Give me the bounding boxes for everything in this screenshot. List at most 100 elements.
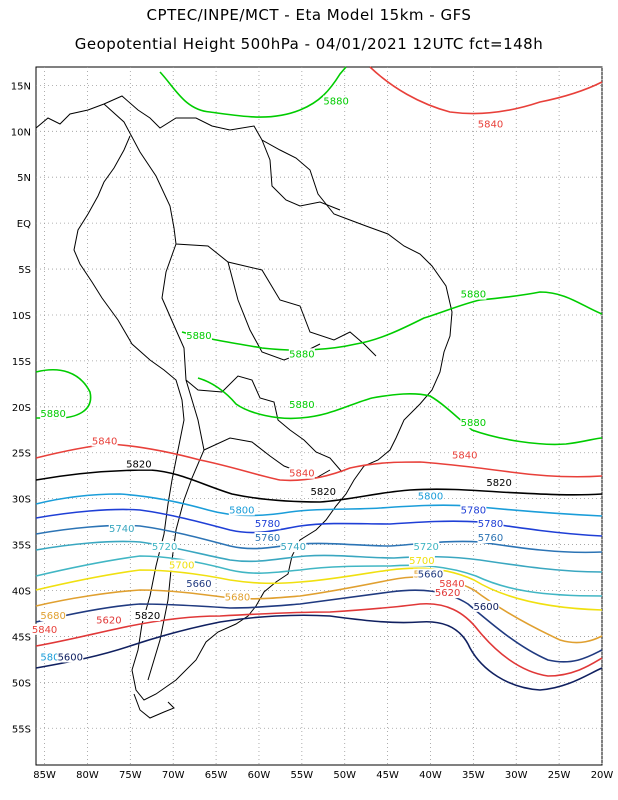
- lon-tick-label: 85W: [33, 770, 56, 781]
- lat-tick-label: 35S: [12, 541, 31, 552]
- contour-label-bg: [95, 614, 122, 626]
- contour-label-5820: 5820: [311, 487, 336, 498]
- contour-5620: [35, 602, 603, 677]
- lat-tick-label: 50S: [12, 678, 31, 689]
- contour-label-5740: 5740: [109, 524, 134, 535]
- contour-5700: [35, 567, 603, 611]
- contour-label-bg: [254, 531, 281, 543]
- lon-tick-label: 60W: [248, 770, 271, 781]
- coastline: [35, 95, 453, 719]
- lon-tick-label: 70W: [162, 770, 185, 781]
- lon-tick-label: 25W: [548, 770, 571, 781]
- contour-label-bg: [134, 610, 161, 622]
- contour-label-5880: 5880: [461, 290, 486, 301]
- lat-tick-label: 15S: [12, 357, 31, 368]
- contour-label-5680: 5680: [225, 593, 250, 604]
- contour-label-5780: 5780: [478, 519, 503, 530]
- contour-label-bg: [40, 651, 67, 663]
- contour-label-5840: 5840: [439, 579, 464, 590]
- lon-tick-label: 75W: [119, 770, 142, 781]
- contour-label-5620: 5620: [435, 588, 460, 599]
- contour-label-bg: [288, 467, 315, 479]
- contour-label-5780: 5780: [461, 505, 486, 516]
- contour-label-5780: 5780: [255, 519, 280, 530]
- contour-5660: [35, 589, 603, 663]
- contour-label-5880: 5880: [40, 409, 65, 420]
- contour-label-bg: [438, 577, 465, 589]
- contour-label-bg: [91, 435, 118, 447]
- contour-label-bg: [288, 398, 315, 410]
- contour-label-bg: [477, 118, 504, 130]
- lat-tick-label: 5S: [18, 265, 31, 276]
- contour-label-bg: [451, 449, 478, 461]
- contour-label-bg: [168, 559, 195, 571]
- lat-tick-label: 20S: [12, 403, 31, 414]
- contour-label-5880: 5880: [186, 331, 211, 342]
- contour-label-5720: 5720: [413, 542, 438, 553]
- lat-tick-label: 40S: [12, 587, 31, 598]
- contour-label-bg: [434, 587, 461, 599]
- contour-label-bg: [288, 348, 315, 360]
- contour-5680: [35, 576, 603, 644]
- contour-label-5820: 5820: [486, 478, 511, 489]
- contour-label-bg: [40, 408, 67, 419]
- contour-label-bg: [254, 518, 281, 530]
- contour-label-bg: [477, 531, 504, 543]
- contour-label-bg: [460, 417, 487, 429]
- contour-label-5800: 5800: [229, 505, 254, 516]
- contour-label-5720: 5720: [152, 542, 177, 553]
- lat-tick-label: 30S: [12, 495, 31, 506]
- contour-5880: [159, 66, 347, 118]
- lon-tick-label: 20W: [591, 770, 614, 781]
- contour-label-5800: 5800: [418, 492, 443, 503]
- contour-5840: [369, 66, 603, 115]
- axis-ticks: 15N 10N 5N EQ 5S 10S 15S 20S 25S 30S 35S 40S 45S 50S 5…: [11, 81, 614, 781]
- contour-labels: 5880 5880 5880 5880 5880 5880 5880 5840 5840 5840…: [31, 95, 513, 663]
- map-title-line1: CPTEC/INPE/MCT - Eta Model 15km - GFS: [146, 6, 472, 24]
- contour-label-bg: [417, 568, 444, 580]
- lat-tick-label: 25S: [12, 449, 31, 460]
- contour-label-bg: [310, 486, 337, 498]
- contour-label-bg: [108, 522, 135, 534]
- contour-label-5880: 5880: [461, 418, 486, 429]
- contour-label-5760: 5760: [478, 533, 503, 544]
- contour-label-5820: 5820: [135, 611, 160, 622]
- contour-label-5760: 5760: [255, 533, 280, 544]
- contour-label-bg: [460, 504, 487, 516]
- lat-tick-label: 10N: [11, 127, 31, 138]
- contour-label-5840: 5840: [478, 120, 503, 131]
- contour-label-5880: 5880: [289, 400, 314, 411]
- contour-label-bg: [224, 591, 251, 603]
- contour-label-bg: [185, 577, 212, 589]
- contour-label-bg: [417, 490, 444, 502]
- contour-label-5840: 5840: [289, 469, 314, 480]
- contour-label-bg: [228, 504, 255, 516]
- contour-5720: [35, 555, 603, 597]
- lat-tick-label: 55S: [12, 724, 31, 735]
- contour-label-bg: [185, 329, 212, 341]
- contour-label-bg: [280, 541, 307, 553]
- lon-tick-label: 45W: [376, 770, 399, 781]
- contour-label-5880: 5880: [289, 349, 314, 360]
- contour-label-5700: 5700: [169, 561, 194, 572]
- contour-label-5700: 5700: [409, 556, 434, 567]
- lon-tick-label: 50W: [333, 770, 356, 781]
- map-title-line2: Geopotential Height 500hPa - 04/01/2021 …: [74, 35, 544, 53]
- lon-tick-label: 80W: [76, 770, 99, 781]
- contour-label-5740: 5740: [281, 542, 306, 553]
- contour-label-bg: [323, 95, 350, 107]
- contour-label-5620: 5620: [96, 616, 121, 627]
- lat-tick-label: EQ: [17, 219, 31, 230]
- contour-label-bg: [473, 600, 500, 612]
- contour-5840: [35, 443, 603, 482]
- lat-tick-label: 10S: [12, 311, 31, 322]
- contour-lines: [35, 66, 603, 691]
- contour-label-bg: [460, 288, 487, 300]
- lon-tick-label: 35W: [462, 770, 485, 781]
- lon-tick-label: 40W: [419, 770, 442, 781]
- contour-label-5840: 5840: [92, 437, 117, 448]
- contour-label-5840: 5840: [32, 625, 57, 636]
- contour-5740: [35, 540, 603, 573]
- lon-tick-label: 55W: [291, 770, 314, 781]
- contour-label-bg: [477, 518, 504, 530]
